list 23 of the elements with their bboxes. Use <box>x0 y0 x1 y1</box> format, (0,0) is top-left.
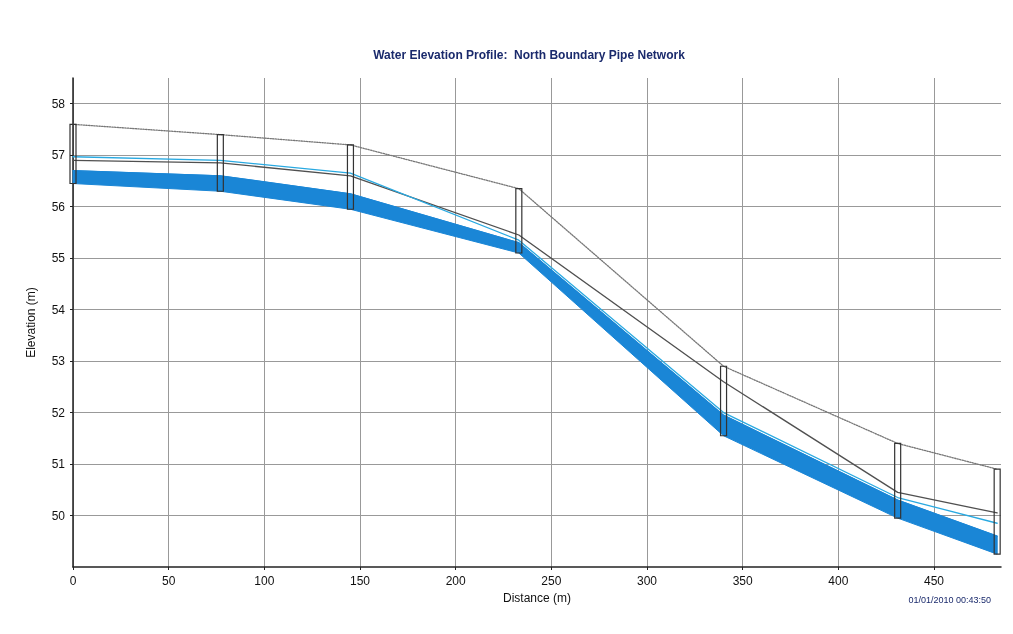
y-tick-label: 52 <box>51 405 66 420</box>
x-tick-label: 0 <box>69 574 77 588</box>
x-tick-label: 450 <box>924 574 945 588</box>
y-tick-label: 56 <box>51 199 66 214</box>
x-tick-label: 250 <box>541 574 562 588</box>
x-tick-label: 350 <box>732 574 754 588</box>
y-tick-label: 54 <box>51 302 66 317</box>
chart-title: Water Elevation Profile: North Boundary Pipe Network <box>373 48 686 62</box>
x-tick-label: 50 <box>161 574 176 588</box>
y-tick-label: 51 <box>51 457 66 472</box>
text: 01/01/2010 00:43:50 <box>908 594 991 605</box>
x-tick-label: 100 <box>254 574 275 588</box>
y-tick-label: 55 <box>51 251 66 266</box>
x-tick-label: 150 <box>349 574 371 588</box>
x-tick-label: 400 <box>828 574 849 588</box>
y-tick-label: 58 <box>51 96 66 111</box>
y-tick-label: 50 <box>51 508 66 523</box>
x-tick-label: 300 <box>637 574 658 588</box>
x-tick-label: 200 <box>445 574 467 588</box>
y-tick-label: 57 <box>51 148 66 163</box>
x-axis-title: Distance (m) <box>502 590 572 605</box>
y-axis-title: Elevation (m) <box>24 287 38 358</box>
y-tick-label: 53 <box>51 354 66 369</box>
